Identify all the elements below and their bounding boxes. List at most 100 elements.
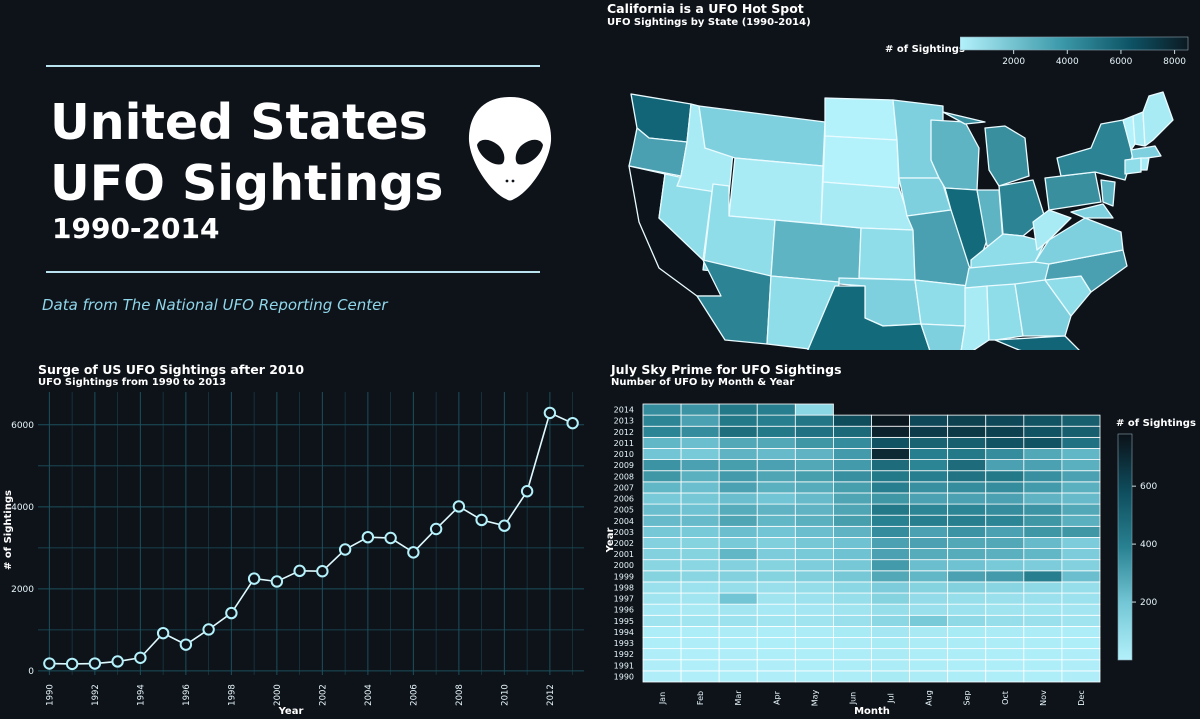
- heatmap-cell: [833, 525, 872, 538]
- heatmap-cell: [718, 481, 758, 494]
- heatmap-cell: [642, 648, 682, 661]
- data-point: [407, 546, 420, 559]
- heatmap-cell: [947, 481, 987, 494]
- heatmap-cell: [909, 614, 949, 627]
- map-title: California is a UFO Hot Spot: [607, 1, 804, 16]
- heatmap-cell: [909, 470, 949, 483]
- data-point: [429, 522, 443, 536]
- heatmap-cell: [756, 581, 796, 594]
- heatmap-cell: [718, 548, 758, 561]
- state-al: [986, 283, 1024, 341]
- heatmap-cell: [871, 592, 910, 605]
- y-tick-label: 1992: [614, 650, 634, 659]
- y-tick-label: 2014: [614, 406, 634, 415]
- heatmap-cell: [680, 637, 720, 650]
- heatmap-cell: [680, 592, 720, 605]
- heatmap-cell: [1023, 425, 1063, 438]
- heatmap-cell: [947, 525, 987, 538]
- heatmap-cell: [1023, 581, 1063, 594]
- data-point: [316, 565, 329, 578]
- line-chart: 0 2000 4000 6000 1990 1992 1994 1996 1998 2000 200…: [3, 392, 584, 717]
- heatmap-cell: [642, 425, 682, 438]
- heatmap-cell: [794, 670, 834, 683]
- heatmap-cell: [1023, 603, 1063, 616]
- x-tick-label: Sep: [963, 690, 972, 705]
- heatmap-cell: [1023, 492, 1063, 505]
- heatmap-cell: [1061, 514, 1101, 527]
- heatmap-cell: [718, 559, 758, 572]
- heatmap-cell: [794, 614, 834, 627]
- heatmap-cell: [680, 614, 720, 627]
- x-tick-label: Jul: [887, 693, 896, 704]
- heatmap-cell: [947, 448, 987, 460]
- heatmap-cell: [833, 581, 872, 594]
- heatmap-cell: [642, 470, 682, 483]
- heatmap-cell: [1061, 425, 1101, 438]
- map-subtitle: UFO Sightings by State (1990-2014): [607, 17, 811, 28]
- heatmap-cell: [1061, 603, 1101, 616]
- heatmap-cell: [642, 537, 682, 549]
- y-tick-label: 1996: [614, 606, 634, 615]
- heatmap-cell: [909, 637, 949, 650]
- heatmap-cell: [756, 403, 796, 416]
- heatmap-cell: [985, 492, 1025, 505]
- heatmap-cell: [1023, 459, 1063, 472]
- heatmap-cell: [756, 614, 796, 627]
- heatmap-cell: [947, 470, 987, 483]
- state-ny: [1056, 119, 1134, 181]
- heatmap-colorbar-tick-label: 600: [1140, 482, 1157, 492]
- heatmap-cell: [947, 625, 987, 638]
- heatmap-cell: [871, 670, 910, 683]
- x-tick-label: 2012: [546, 684, 556, 706]
- heatmap-cell: [680, 514, 720, 527]
- line-chart-subtitle: UFO Sightings from 1990 to 2013: [38, 377, 227, 388]
- state-sd: [822, 135, 900, 189]
- heatmap-cell: [909, 559, 949, 572]
- heatmap-cell: [909, 581, 949, 594]
- heatmap-cell: [985, 481, 1025, 494]
- heatmap-cell: [909, 481, 949, 494]
- heatmap-cell: [947, 659, 987, 672]
- heatmap-cell: [794, 659, 834, 672]
- heatmap-cell: [985, 670, 1025, 683]
- heatmap-cell: [642, 414, 682, 427]
- x-tick-label: 1990: [45, 684, 55, 706]
- heatmap-cell: [642, 403, 682, 416]
- heatmap-cell: [947, 414, 987, 427]
- heatmap-cell: [1023, 637, 1063, 650]
- heatmap-cell: [756, 592, 796, 605]
- page-title: United States UFO Sightings: [50, 92, 443, 214]
- map-colorbar-tick-label: 2000: [1002, 57, 1025, 67]
- heatmap-cell: [833, 537, 872, 549]
- heatmap-cell: [833, 548, 872, 561]
- heatmap-cell: [794, 492, 834, 505]
- state-ms: [960, 285, 990, 350]
- heatmap-cell: [871, 492, 910, 505]
- y-tick-label: 1991: [614, 661, 634, 670]
- heatmap-cell: [833, 514, 872, 527]
- heatmap-cell: [718, 525, 758, 538]
- heatmap-cell: [642, 559, 682, 572]
- map-colorbar-tick-label: 6000: [1109, 57, 1132, 67]
- heatmap-cell: [756, 570, 796, 583]
- heatmap-cell: [718, 570, 758, 583]
- heatmap-cell: [794, 648, 834, 661]
- heatmap-cell: [871, 448, 910, 460]
- heatmap-cell: [985, 637, 1025, 650]
- title-line-1: United States: [50, 94, 428, 151]
- heatmap-cell: [871, 659, 910, 672]
- x-tick-label: 2010: [500, 684, 510, 706]
- heatmap-cell: [642, 670, 682, 683]
- heatmap-cell: [1023, 570, 1063, 583]
- y-tick-label: 2013: [614, 417, 634, 426]
- heatmap-cell: [985, 459, 1025, 472]
- heatmap-cell: [680, 481, 720, 494]
- line-chart-title: Surge of US UFO Sightings after 2010: [38, 362, 305, 377]
- heatmap-cell: [833, 625, 872, 638]
- heatmap-cell: [718, 614, 758, 627]
- heatmap-cell: [985, 559, 1025, 572]
- heatmap-cell: [1023, 614, 1063, 627]
- heatmap-cell: [909, 537, 949, 549]
- heatmap-cell: [756, 648, 796, 661]
- heatmap-cell: [1023, 548, 1063, 561]
